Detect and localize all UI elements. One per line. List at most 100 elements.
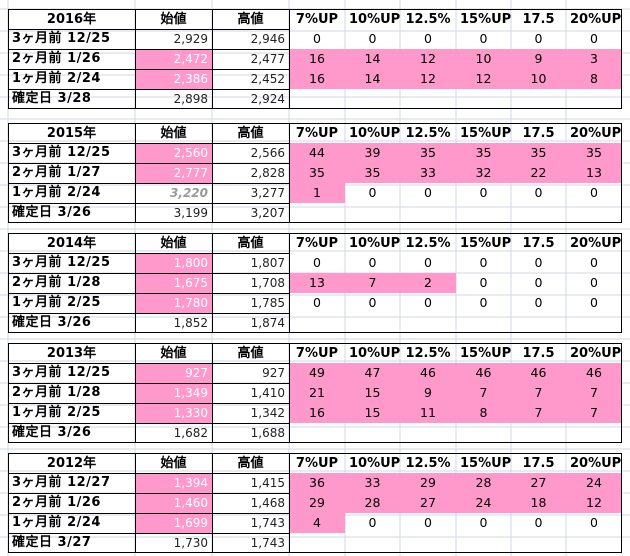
pct-cell[interactable]: 29	[400, 473, 456, 493]
pct-cell[interactable]: 24	[566, 473, 622, 493]
open-price-cell[interactable]: 1,730	[173, 536, 208, 550]
high-price-cell[interactable]: 927	[262, 366, 285, 380]
pct-cell[interactable]: 0	[368, 515, 377, 530]
pct-cell[interactable]: 2	[400, 273, 456, 293]
high-price-cell[interactable]: 1,415	[250, 476, 285, 490]
row-label[interactable]: 3ヶ月前 12/25	[12, 145, 111, 160]
year-cell[interactable]: 2014年	[8, 233, 135, 253]
pct-cell[interactable]: 0	[590, 31, 598, 46]
column-header[interactable]: 15%UP	[456, 123, 511, 143]
pct-cell[interactable]: 11	[400, 403, 456, 423]
row-label[interactable]: 1ヶ月前 2/24	[12, 185, 101, 200]
year-cell[interactable]: 2012年	[8, 453, 135, 473]
open-price-cell[interactable]: 1,682	[173, 426, 208, 440]
pct-cell[interactable]: 12	[400, 49, 456, 69]
column-header[interactable]: 始値	[135, 343, 212, 363]
column-header[interactable]: 7%UP	[289, 233, 345, 253]
open-price-cell[interactable]: 1,394	[135, 473, 212, 493]
open-price-cell[interactable]: 2,929	[173, 32, 208, 46]
row-label[interactable]: 2ヶ月前 1/26	[12, 495, 101, 510]
column-header[interactable]: 10%UP	[345, 233, 400, 253]
open-price-cell[interactable]: 927	[135, 363, 212, 383]
pct-cell[interactable]: 14	[345, 49, 400, 69]
open-price-cell[interactable]: 1,780	[135, 293, 212, 313]
row-label[interactable]: 1ヶ月前 2/24	[12, 515, 101, 530]
column-header[interactable]: 17.5	[511, 9, 566, 29]
pct-cell[interactable]: 0	[534, 275, 543, 290]
open-price-cell[interactable]: 2,777	[135, 163, 212, 183]
column-header[interactable]: 10%UP	[345, 453, 400, 473]
row-label[interactable]: 3ヶ月前 12/27	[12, 475, 111, 490]
pct-cell[interactable]: 32	[456, 163, 511, 183]
high-price-cell[interactable]: 1,807	[250, 256, 285, 270]
column-header[interactable]: 7%UP	[289, 453, 345, 473]
column-header[interactable]: 12.5%	[400, 123, 456, 143]
column-header[interactable]: 10%UP	[345, 9, 400, 29]
row-label[interactable]: 1ヶ月前 2/25	[12, 295, 101, 310]
row-label[interactable]: 確定日 3/27	[12, 535, 92, 550]
pct-cell[interactable]: 0	[534, 515, 543, 530]
column-header[interactable]: 始値	[135, 9, 212, 29]
row-label[interactable]: 3ヶ月前 12/25	[12, 365, 111, 380]
pct-cell[interactable]: 0	[424, 255, 432, 270]
open-price-cell[interactable]: 3,199	[173, 206, 208, 220]
pct-cell[interactable]: 7	[566, 403, 622, 423]
pct-cell[interactable]: 35	[400, 143, 456, 163]
pct-cell[interactable]: 7	[511, 403, 566, 423]
pct-cell[interactable]: 0	[313, 31, 321, 46]
high-price-cell[interactable]: 1,342	[250, 406, 285, 420]
pct-cell[interactable]: 21	[289, 383, 345, 403]
open-price-cell[interactable]: 2,898	[173, 92, 208, 106]
row-label[interactable]: 2ヶ月前 1/26	[12, 51, 101, 66]
pct-cell[interactable]: 22	[511, 163, 566, 183]
column-header[interactable]: 高値	[212, 123, 289, 143]
high-price-cell[interactable]: 1,468	[250, 496, 285, 510]
pct-cell[interactable]: 33	[345, 473, 400, 493]
pct-cell[interactable]: 0	[479, 295, 488, 310]
open-price-cell[interactable]: 2,386	[135, 69, 212, 89]
column-header[interactable]: 7%UP	[289, 123, 345, 143]
row-label[interactable]: 確定日 3/26	[12, 205, 92, 220]
column-header[interactable]: 10%UP	[345, 343, 400, 363]
pct-cell[interactable]: 3	[566, 49, 622, 69]
pct-cell[interactable]: 16	[289, 49, 345, 69]
column-header[interactable]: 17.5	[511, 123, 566, 143]
pct-cell[interactable]: 49	[289, 363, 345, 383]
pct-cell[interactable]: 13	[289, 273, 345, 293]
pct-cell[interactable]: 39	[345, 143, 400, 163]
high-price-cell[interactable]: 1,874	[250, 316, 285, 330]
pct-cell[interactable]: 0	[534, 255, 543, 270]
pct-cell[interactable]: 35	[456, 143, 511, 163]
pct-cell[interactable]: 0	[590, 295, 598, 310]
row-label[interactable]: 1ヶ月前 2/24	[12, 71, 101, 86]
pct-cell[interactable]: 0	[534, 185, 543, 200]
pct-cell[interactable]: 27	[511, 473, 566, 493]
high-price-cell[interactable]: 1,688	[250, 426, 285, 440]
column-header[interactable]: 12.5%	[400, 233, 456, 253]
pct-cell[interactable]: 12	[566, 493, 622, 513]
column-header[interactable]: 17.5	[511, 453, 566, 473]
pct-cell[interactable]: 46	[566, 363, 622, 383]
open-price-cell[interactable]: 2,472	[135, 49, 212, 69]
pct-cell[interactable]: 10	[456, 49, 511, 69]
pct-cell[interactable]: 0	[368, 31, 377, 46]
row-label[interactable]: 確定日 3/26	[12, 315, 92, 330]
pct-cell[interactable]: 10	[511, 69, 566, 89]
column-header[interactable]: 高値	[212, 9, 289, 29]
pct-cell[interactable]: 0	[479, 255, 488, 270]
column-header[interactable]: 20%UP	[566, 453, 622, 473]
pct-cell[interactable]: 18	[511, 493, 566, 513]
pct-cell[interactable]: 0	[424, 31, 432, 46]
pct-cell[interactable]: 0	[590, 185, 598, 200]
pct-cell[interactable]: 1	[289, 183, 345, 203]
column-header[interactable]: 17.5	[511, 343, 566, 363]
row-label[interactable]: 2ヶ月前 1/27	[12, 165, 101, 180]
open-price-cell[interactable]: 1,675	[135, 273, 212, 293]
column-header[interactable]: 高値	[212, 453, 289, 473]
high-price-cell[interactable]: 2,828	[250, 166, 285, 180]
column-header[interactable]: 始値	[135, 453, 212, 473]
pct-cell[interactable]: 9	[511, 49, 566, 69]
pct-cell[interactable]: 0	[479, 515, 488, 530]
pct-cell[interactable]: 7	[566, 383, 622, 403]
pct-cell[interactable]: 12	[456, 69, 511, 89]
